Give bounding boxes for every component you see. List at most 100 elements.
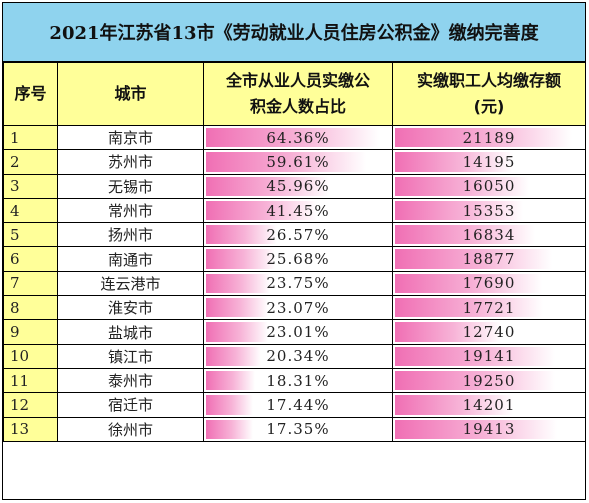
table-row: 2 苏州市 59.61% 14195 bbox=[3, 149, 586, 175]
row-seq: 12 bbox=[3, 392, 58, 418]
header-row: 序号 城市 全市从业人员实缴公 积金人数占比 实缴职工人均缴存额 (元) bbox=[3, 62, 586, 126]
row-deposit: 19413 bbox=[462, 420, 516, 439]
row-seq: 2 bbox=[3, 149, 58, 175]
table-row: 9 盐城市 23.01% 12740 bbox=[3, 319, 586, 345]
row-city: 南京市 bbox=[57, 124, 204, 151]
row-deposit-cell: 21189 bbox=[392, 124, 586, 151]
row-deposit-cell: 18877 bbox=[392, 246, 586, 272]
row-seq: 8 bbox=[3, 295, 58, 321]
table-row: 6 南通市 25.68% 18877 bbox=[3, 246, 586, 272]
table-body: 1 南京市 64.36% 21189 2 苏州市 59.61% 14195 3 无锡市 45.96%… bbox=[3, 124, 586, 442]
row-deposit-cell: 19413 bbox=[392, 416, 586, 442]
row-deposit: 17721 bbox=[462, 298, 516, 317]
deposit-bar bbox=[395, 322, 502, 342]
row-deposit: 16834 bbox=[462, 225, 516, 244]
ratio-bar bbox=[206, 128, 379, 148]
row-deposit: 18877 bbox=[462, 250, 516, 269]
row-seq: 5 bbox=[3, 222, 58, 248]
header-deposit-line1: 实缴职工人均缴存额 bbox=[416, 71, 561, 90]
row-deposit-cell: 19141 bbox=[392, 343, 586, 369]
row-deposit: 17690 bbox=[462, 274, 516, 293]
row-deposit-cell: 16834 bbox=[392, 222, 586, 248]
data-table: 序号 城市 全市从业人员实缴公 积金人数占比 实缴职工人均缴存额 (元) 1 南京… bbox=[3, 62, 586, 442]
row-deposit-cell: 17690 bbox=[392, 270, 586, 297]
row-ratio: 17.35% bbox=[266, 420, 330, 439]
row-city: 南通市 bbox=[57, 246, 204, 272]
deposit-bar bbox=[395, 273, 543, 294]
row-seq: 10 bbox=[3, 343, 58, 369]
row-deposit-cell: 15353 bbox=[392, 197, 586, 224]
header-seq: 序号 bbox=[3, 62, 58, 126]
ratio-bar bbox=[206, 322, 268, 342]
row-deposit: 12740 bbox=[462, 323, 516, 342]
header-ratio-line2: 积金人数占比 bbox=[249, 97, 346, 116]
row-ratio: 20.34% bbox=[266, 347, 330, 366]
row-seq: 3 bbox=[3, 173, 58, 199]
row-ratio-cell: 17.44% bbox=[203, 392, 393, 418]
row-ratio-cell: 23.75% bbox=[203, 270, 393, 297]
row-ratio: 23.07% bbox=[266, 298, 330, 317]
deposit-bar bbox=[395, 249, 553, 269]
ratio-bar bbox=[206, 419, 253, 439]
deposit-bar bbox=[395, 395, 514, 415]
row-deposit-cell: 14201 bbox=[392, 392, 586, 418]
row-ratio: 45.96% bbox=[266, 177, 330, 196]
deposit-bar bbox=[395, 419, 557, 439]
row-ratio-cell: 64.36% bbox=[203, 124, 393, 151]
table-row: 11 泰州市 18.31% 19250 bbox=[3, 367, 586, 394]
row-ratio-cell: 45.96% bbox=[203, 173, 393, 199]
table-row: 8 淮安市 23.07% 17721 bbox=[3, 295, 586, 321]
ratio-bar bbox=[206, 152, 367, 172]
row-seq: 4 bbox=[3, 197, 58, 224]
row-ratio-cell: 23.01% bbox=[203, 319, 393, 345]
ratio-bar bbox=[206, 298, 268, 318]
row-ratio: 26.57% bbox=[266, 225, 330, 244]
row-ratio: 41.45% bbox=[266, 201, 330, 220]
table-row: 3 无锡市 45.96% 16050 bbox=[3, 173, 586, 199]
row-ratio: 23.01% bbox=[266, 323, 330, 342]
row-ratio-cell: 18.31% bbox=[203, 367, 393, 394]
ratio-bar bbox=[206, 249, 275, 269]
table-row: 5 扬州市 26.57% 16834 bbox=[3, 222, 586, 248]
deposit-bar bbox=[395, 200, 523, 221]
ratio-bar bbox=[206, 225, 278, 245]
deposit-bar bbox=[395, 298, 543, 318]
row-deposit-cell: 17721 bbox=[392, 295, 586, 321]
row-seq: 9 bbox=[3, 319, 58, 345]
row-city: 镇江市 bbox=[57, 343, 204, 369]
row-ratio: 25.68% bbox=[266, 250, 330, 269]
row-deposit: 19250 bbox=[462, 371, 516, 390]
row-deposit: 14201 bbox=[462, 395, 516, 414]
row-seq: 7 bbox=[3, 270, 58, 297]
row-city: 扬州市 bbox=[57, 222, 204, 248]
header-ratio: 全市从业人员实缴公 积金人数占比 bbox=[203, 62, 393, 126]
row-city: 淮安市 bbox=[57, 295, 204, 321]
deposit-bar bbox=[395, 225, 536, 245]
row-ratio: 23.75% bbox=[266, 274, 330, 293]
row-city: 常州市 bbox=[57, 197, 204, 224]
row-city: 连云港市 bbox=[57, 270, 204, 297]
row-deposit-cell: 16050 bbox=[392, 173, 586, 199]
row-ratio: 59.61% bbox=[266, 152, 330, 171]
table-title: 2021年江苏省13市《劳动就业人员住房公积金》缴纳完善度 bbox=[3, 3, 585, 62]
table-row: 1 南京市 64.36% 21189 bbox=[3, 124, 586, 151]
row-seq: 6 bbox=[3, 246, 58, 272]
ratio-bar bbox=[206, 395, 253, 415]
row-deposit: 16050 bbox=[462, 177, 516, 196]
deposit-bar bbox=[395, 152, 514, 172]
row-ratio: 17.44% bbox=[266, 395, 330, 414]
row-ratio-cell: 25.68% bbox=[203, 246, 393, 272]
row-ratio-cell: 17.35% bbox=[203, 416, 393, 442]
deposit-bar bbox=[395, 346, 555, 366]
row-deposit-cell: 14195 bbox=[392, 149, 586, 175]
row-ratio-cell: 41.45% bbox=[203, 197, 393, 224]
row-deposit-cell: 12740 bbox=[392, 319, 586, 345]
row-deposit: 15353 bbox=[462, 201, 516, 220]
row-city: 徐州市 bbox=[57, 416, 204, 442]
row-city: 无锡市 bbox=[57, 173, 204, 199]
row-ratio: 64.36% bbox=[266, 128, 330, 147]
table-row: 7 连云港市 23.75% 17690 bbox=[3, 270, 586, 297]
table-row: 12 宿迁市 17.44% 14201 bbox=[3, 392, 586, 418]
row-deposit: 19141 bbox=[462, 347, 516, 366]
